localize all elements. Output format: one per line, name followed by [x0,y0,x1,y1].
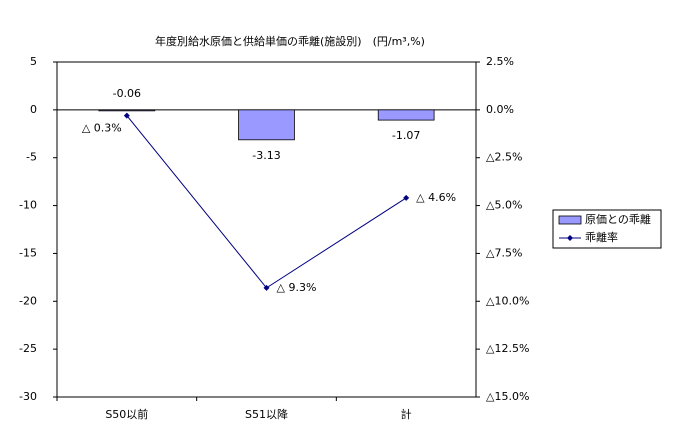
legend-label: 原価との乖離 [585,212,651,226]
data-label: -1.07 [392,129,420,142]
line-marker [123,112,130,119]
line-marker [403,194,410,201]
data-label: △ 4.6% [416,191,456,204]
x-tick-label: S50以前 [105,407,148,421]
x-tick-label: S51以降 [245,407,288,421]
data-label: -0.06 [113,87,141,100]
y2-tick-label: △12.5% [486,342,529,355]
y-tick-label: 5 [30,55,37,68]
y2-tick-label: △15.0% [486,390,529,403]
y2-tick-label: 2.5% [486,55,514,68]
legend-label: 乖離率 [585,230,618,244]
line [126,115,407,289]
line-marker [263,284,270,291]
chart-title: 年度別給水原価と供給単価の乖離(施設別) (円/m³,%) [155,34,425,48]
y2-tick-label: △5.0% [486,199,522,212]
y2-tick-label: 0.0% [486,103,514,116]
y-tick-label: -5 [26,151,37,164]
data-label: △ 0.3% [82,122,122,135]
y-tick-label: -20 [19,294,37,307]
bar [98,109,156,112]
data-label: △ 9.3% [277,281,317,294]
legend-marker [567,235,573,241]
y2-tick-label: △7.5% [486,246,522,259]
y2-tick-label: △2.5% [486,151,522,164]
x-tick-label: 計 [401,407,412,421]
y2-tick-label: △10.0% [486,294,529,307]
y-tick-label: 0 [30,103,37,116]
data-label: -3.13 [252,149,280,162]
bar [377,109,435,121]
y-tick-label: -25 [19,342,37,355]
y-tick-label: -30 [19,390,37,403]
legend-swatch [558,215,582,225]
y-tick-label: -15 [19,246,37,259]
y-tick-label: -10 [19,199,37,212]
plot-area [56,61,477,398]
bar [238,109,295,141]
